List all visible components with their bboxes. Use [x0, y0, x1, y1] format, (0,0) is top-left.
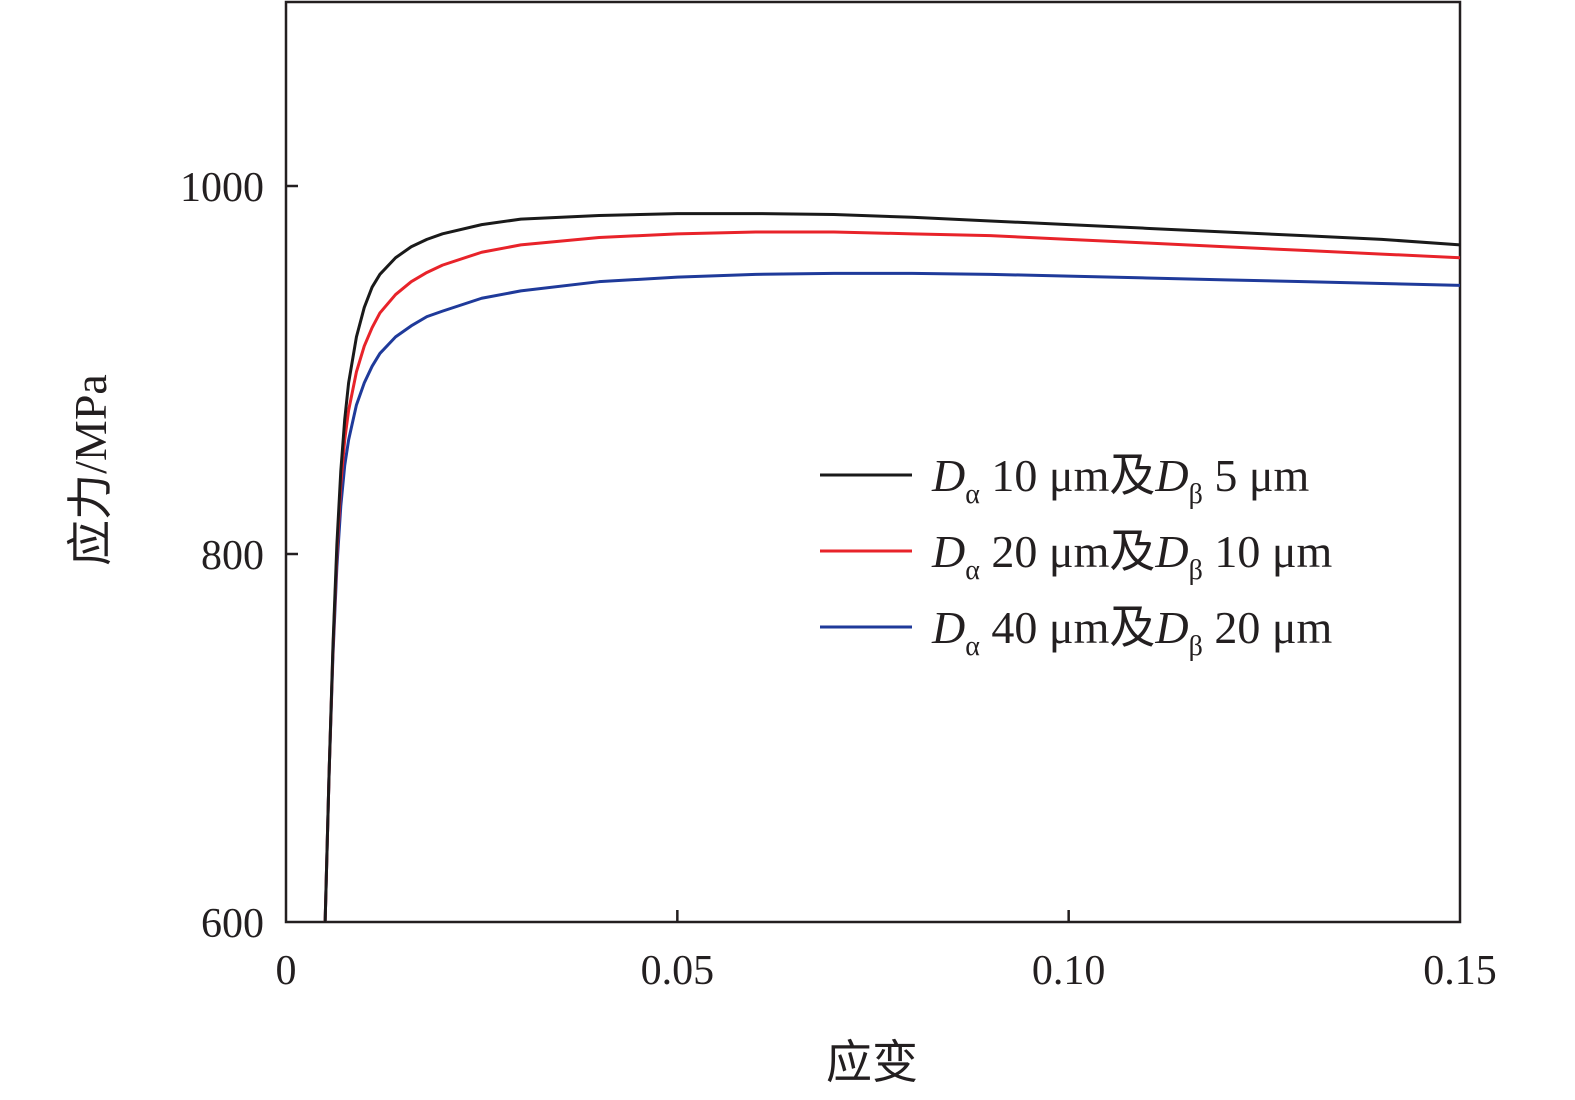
- y-tick-label: 800: [201, 533, 264, 579]
- y-tick-label: 1000: [180, 165, 264, 211]
- x-axis-title: 应变: [826, 1037, 918, 1088]
- series-line-1: [323, 212, 1461, 923]
- legend-label-2: Dα 20 μm及Dβ 10 μm: [931, 526, 1333, 586]
- series-line-3: [323, 271, 1461, 923]
- x-tick-label: 0.05: [641, 948, 715, 994]
- x-tick-label: 0: [276, 948, 297, 994]
- y-axis-ticks: 600 800 1000: [180, 165, 298, 947]
- x-axis-ticks: 0 0.05 0.10 0.15: [276, 910, 1497, 994]
- legend-label-1: Dα 10 μm及Dβ 5 μm: [931, 450, 1310, 510]
- plot-frame: [284, 0, 1462, 924]
- y-axis-title: 应力/MPa: [65, 374, 116, 566]
- legend-label-3: Dα 40 μm及Dβ 20 μm: [931, 602, 1333, 662]
- plot-border: [284, 0, 1462, 924]
- legend: Dα 10 μm及Dβ 5 μm Dα 20 μm及Dβ 10 μm Dα 40 μ…: [820, 450, 1333, 662]
- y-tick-label: 600: [201, 901, 264, 947]
- x-tick-label: 0.15: [1423, 948, 1497, 994]
- series-layer: [323, 212, 1461, 923]
- x-tick-label: 0.10: [1032, 948, 1106, 994]
- series-line-2: [323, 230, 1461, 923]
